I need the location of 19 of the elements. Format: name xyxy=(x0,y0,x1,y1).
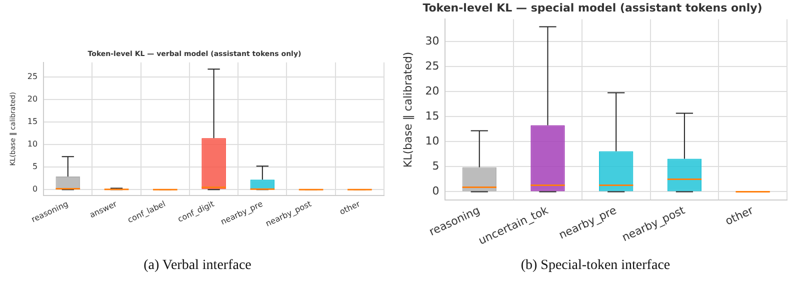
y-tick-label: 25 xyxy=(425,60,440,73)
text: (b) Special-token interface xyxy=(520,258,672,274)
y-tick-label: 20 xyxy=(425,84,440,98)
y-axis-title: KL(base ‖ calibrated) xyxy=(401,52,414,168)
y-tick-label: 10 xyxy=(425,134,440,148)
y-tick-label: 30 xyxy=(425,34,440,48)
x-tick-label: other xyxy=(338,199,362,217)
x-tick-label: other xyxy=(723,204,756,228)
y-tick-label: 0 xyxy=(432,184,440,198)
y-tick-label: 15 xyxy=(27,117,38,126)
y-tick-label: 25 xyxy=(27,72,38,81)
y-tick-label: 5 xyxy=(432,160,440,173)
y-tick-label: 0 xyxy=(32,184,38,194)
y-tick-label: 15 xyxy=(425,110,440,123)
text: (a) Verbal interface xyxy=(142,258,252,274)
chart-title: Token-level KL — special model (assistant tokens only) xyxy=(422,1,762,14)
y-tick-label: 5 xyxy=(32,162,38,172)
y-tick-label: 10 xyxy=(27,140,38,149)
y-tick-label: 20 xyxy=(27,94,38,104)
